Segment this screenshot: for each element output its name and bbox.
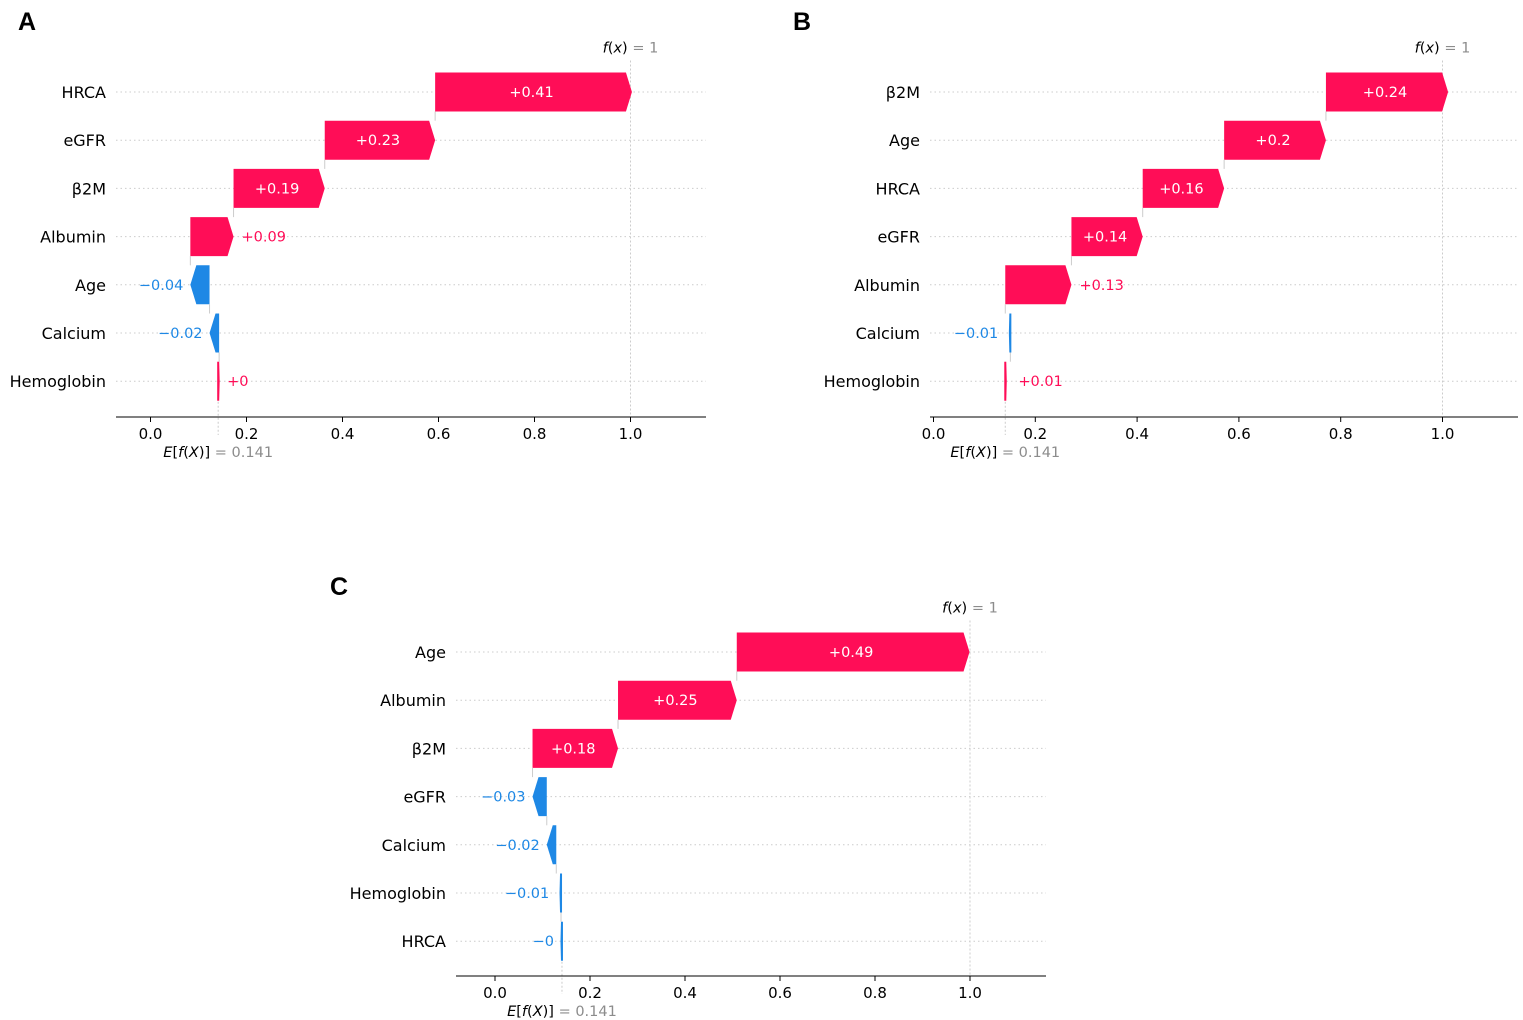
feature-label: Hemoglobin (824, 372, 920, 391)
waterfall-bar (1142, 168, 1225, 208)
bar-value-label: +0.01 (1018, 374, 1062, 390)
bar-value-label: +0.49 (829, 645, 873, 661)
feature-label: β2M (412, 739, 446, 758)
feature-label: Age (75, 276, 106, 295)
panel-b: Bf(x) = 1 +0.24 β2M +0.2 Age +0.16 HRCA +0.14 eG… (793, 8, 1518, 461)
x-tick-label: 0.2 (578, 984, 602, 1002)
x-tick-label: 0.6 (768, 984, 792, 1002)
feature-label: HRCA (876, 179, 921, 198)
feature-label: Albumin (854, 276, 920, 295)
bar-value-label: +0.18 (551, 741, 595, 757)
waterfall-bar (209, 313, 220, 353)
feature-label: Age (889, 131, 920, 150)
bar-value-label: −0.02 (158, 326, 202, 342)
waterfall-bar (1005, 265, 1072, 305)
bar-value-label: +0.2 (1255, 133, 1290, 149)
waterfall-bar (233, 168, 325, 208)
feature-label: Albumin (40, 228, 106, 247)
x-tick-label: 0.8 (523, 425, 547, 443)
waterfall-bar (190, 265, 210, 305)
x-tick-label: 0.2 (1023, 425, 1047, 443)
x-tick-label: 0.6 (1227, 425, 1251, 443)
x-tick-label: 0.8 (1329, 425, 1353, 443)
feature-label: β2M (72, 179, 106, 198)
waterfall-bar (324, 120, 436, 160)
bar-value-label: +0.13 (1079, 278, 1123, 294)
x-tick-label: 0.4 (331, 425, 355, 443)
feature-label: eGFR (877, 228, 920, 247)
feature-label: eGFR (403, 788, 446, 807)
panel-label: A (18, 8, 36, 36)
waterfall-bar (1008, 313, 1012, 353)
feature-label: Albumin (380, 691, 446, 710)
panel-label: B (793, 8, 811, 36)
bar-value-label: +0 (227, 374, 248, 390)
bar-value-label: −0 (533, 934, 554, 950)
panel-a: Af(x) = 1 +0.41 HRCA +0.23 eGFR +0.19 β2M +0.09… (10, 8, 706, 461)
bar-value-label: +0.24 (1363, 85, 1407, 101)
output-value-annotation: f(x) = 1 (603, 41, 659, 57)
bar-value-label: +0.41 (509, 85, 553, 101)
waterfall-bar (1325, 72, 1449, 112)
waterfall-bar (1004, 361, 1007, 401)
bar-value-label: −0.02 (495, 838, 539, 854)
waterfall-bar (217, 361, 220, 401)
feature-label: Hemoglobin (10, 372, 106, 391)
waterfall-bar (618, 680, 737, 720)
bar-value-label: +0.16 (1159, 181, 1203, 197)
x-tick-label: 0.0 (922, 425, 946, 443)
base-value-annotation: E[f(X)] = 0.141 (507, 1004, 617, 1020)
waterfall-bar (560, 921, 563, 961)
x-tick-label: 0.8 (863, 984, 887, 1002)
output-value-annotation: f(x) = 1 (942, 601, 998, 617)
feature-label: Calcium (382, 836, 446, 855)
feature-label: HRCA (402, 932, 447, 951)
bar-value-label: +0.23 (356, 133, 400, 149)
feature-label: HRCA (62, 83, 107, 102)
base-value-annotation: E[f(X)] = 0.141 (163, 445, 273, 461)
waterfall-bar (435, 72, 632, 112)
feature-label: Calcium (42, 324, 106, 343)
bar-value-label: −0.01 (505, 886, 549, 902)
x-tick-label: 1.0 (1431, 425, 1455, 443)
waterfall-bar (1071, 217, 1143, 257)
panel-label: C (330, 573, 348, 601)
x-tick-label: 0.0 (139, 425, 163, 443)
bar-value-label: +0.19 (255, 181, 299, 197)
feature-label: β2M (886, 83, 920, 102)
feature-label: eGFR (63, 131, 106, 150)
x-tick-label: 0.4 (673, 984, 697, 1002)
x-tick-label: 0.2 (235, 425, 259, 443)
waterfall-bar (532, 728, 619, 768)
bar-value-label: +0.14 (1083, 230, 1127, 246)
panel-c: Cf(x) = 1 +0.49 Age +0.25 Albumin +0.18 β2M −0.… (330, 573, 1046, 1020)
x-tick-label: 0.4 (1125, 425, 1149, 443)
feature-label: Age (415, 643, 446, 662)
feature-label: Calcium (856, 324, 920, 343)
bar-value-label: −0.01 (954, 326, 998, 342)
waterfall-bar (190, 217, 234, 257)
x-tick-label: 0.6 (427, 425, 451, 443)
x-tick-label: 1.0 (958, 984, 982, 1002)
bar-value-label: −0.04 (139, 278, 183, 294)
waterfall-bar (1224, 120, 1326, 160)
bar-value-label: +0.25 (653, 693, 697, 709)
bar-value-label: −0.03 (481, 790, 525, 806)
feature-label: Hemoglobin (350, 884, 446, 903)
bar-value-label: +0.09 (242, 230, 286, 246)
waterfall-bar (546, 825, 557, 865)
x-tick-label: 1.0 (619, 425, 643, 443)
waterfall-bar (736, 632, 970, 672)
output-value-annotation: f(x) = 1 (1415, 41, 1471, 57)
x-tick-label: 0.0 (483, 984, 507, 1002)
waterfall-bar (532, 777, 547, 817)
base-value-annotation: E[f(X)] = 0.141 (950, 445, 1060, 461)
waterfall-bar (559, 873, 563, 913)
